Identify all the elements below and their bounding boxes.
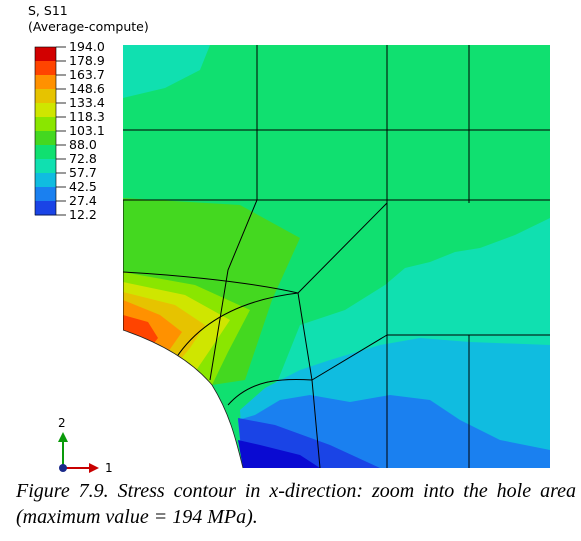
contour-band-163	[123, 300, 182, 352]
figure-caption: Figure 7.9. Stress contour in x-directio…	[16, 480, 576, 528]
legend-variable-name: S, S11	[28, 3, 68, 18]
legend-swatch-5	[35, 103, 56, 118]
legend-tick-label: 12.2	[69, 207, 97, 222]
x-axis-label: 1	[105, 461, 113, 475]
axis-origin	[59, 464, 67, 472]
contour-top-left-cyan	[123, 45, 210, 98]
mesh-lines	[123, 45, 550, 468]
contour-band-178	[123, 315, 158, 348]
legend-swatch-12	[35, 201, 56, 216]
x-axis-arrowhead	[89, 463, 99, 473]
legend-swatch-7	[35, 131, 56, 146]
legend-tick-label: 72.8	[69, 151, 97, 166]
legend-tick-label: 133.4	[69, 95, 105, 110]
legend-tick-label: 178.9	[69, 53, 105, 68]
legend-swatch-6	[35, 117, 56, 132]
legend-tick-label: 148.6	[69, 81, 105, 96]
legend-swatch-10	[35, 173, 56, 188]
contour-min-region	[238, 440, 320, 468]
legend-swatch-11	[35, 187, 56, 202]
hole-edge	[122, 329, 244, 469]
legend-swatch-8	[35, 145, 56, 160]
legend-tick-label: 103.1	[69, 123, 105, 138]
legend-swatch-1	[35, 47, 56, 62]
legend-title: S, S11 (Average-compute)	[28, 3, 149, 35]
legend-averaging-note: (Average-compute)	[28, 19, 149, 34]
legend-tick-label: 27.4	[69, 193, 97, 208]
legend-tick-label: 118.3	[69, 109, 105, 124]
legend-swatch-4	[35, 89, 56, 104]
legend-swatch-3	[35, 75, 56, 90]
legend-swatch-9	[35, 159, 56, 174]
legend-tick-label: 163.7	[69, 67, 105, 82]
y-axis-label: 2	[58, 416, 66, 430]
legend-tick-label: 42.5	[69, 179, 97, 194]
y-axis-arrowhead	[58, 432, 68, 442]
legend-tick-label: 57.7	[69, 165, 97, 180]
legend-tick-label: 88.0	[69, 137, 97, 152]
legend-swatch-2	[35, 61, 56, 76]
legend-tick-label: 194.0	[69, 39, 105, 54]
